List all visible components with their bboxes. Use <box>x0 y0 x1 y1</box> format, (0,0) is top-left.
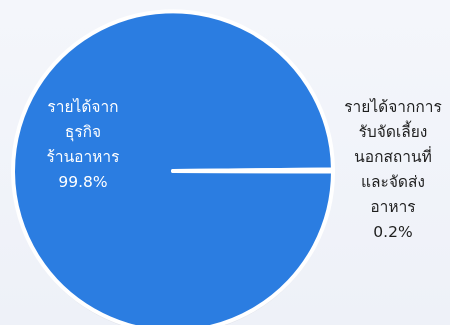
slice-label-line-0-0: รายได้จาก <box>47 98 118 116</box>
pie-labels: รายได้จากธุรกิจร้านอาหาร 99.8% รายได้จากกา… <box>47 98 442 241</box>
slice-label-line-1-3: และจัดส่ง <box>361 173 425 191</box>
pie-slice-1[interactable] <box>171 167 336 174</box>
pie-slices <box>11 9 336 325</box>
slice-label-line-1-2: นอกสถานที่ <box>354 146 432 166</box>
slice-label-line-1-4: อาหาร <box>370 198 415 216</box>
slice-label-line-1-1: รับจัดเลี้ยง <box>359 120 428 141</box>
slice-value-1: 0.2% <box>373 223 412 241</box>
slice-label-line-0-2: ร้านอาหาร <box>47 148 120 166</box>
slice-label-0: รายได้จากธุรกิจร้านอาหาร 99.8% <box>47 98 120 191</box>
pie-slice-0[interactable] <box>11 9 335 325</box>
slice-label-1: รายได้จากการรับจัดเลี้ยงนอกสถานที่และจัด… <box>344 98 442 241</box>
slice-label-line-1-0: รายได้จากการ <box>344 98 442 116</box>
slice-value-0: 99.8% <box>58 173 107 191</box>
slice-label-line-0-1: ธุรกิจ <box>65 123 101 142</box>
